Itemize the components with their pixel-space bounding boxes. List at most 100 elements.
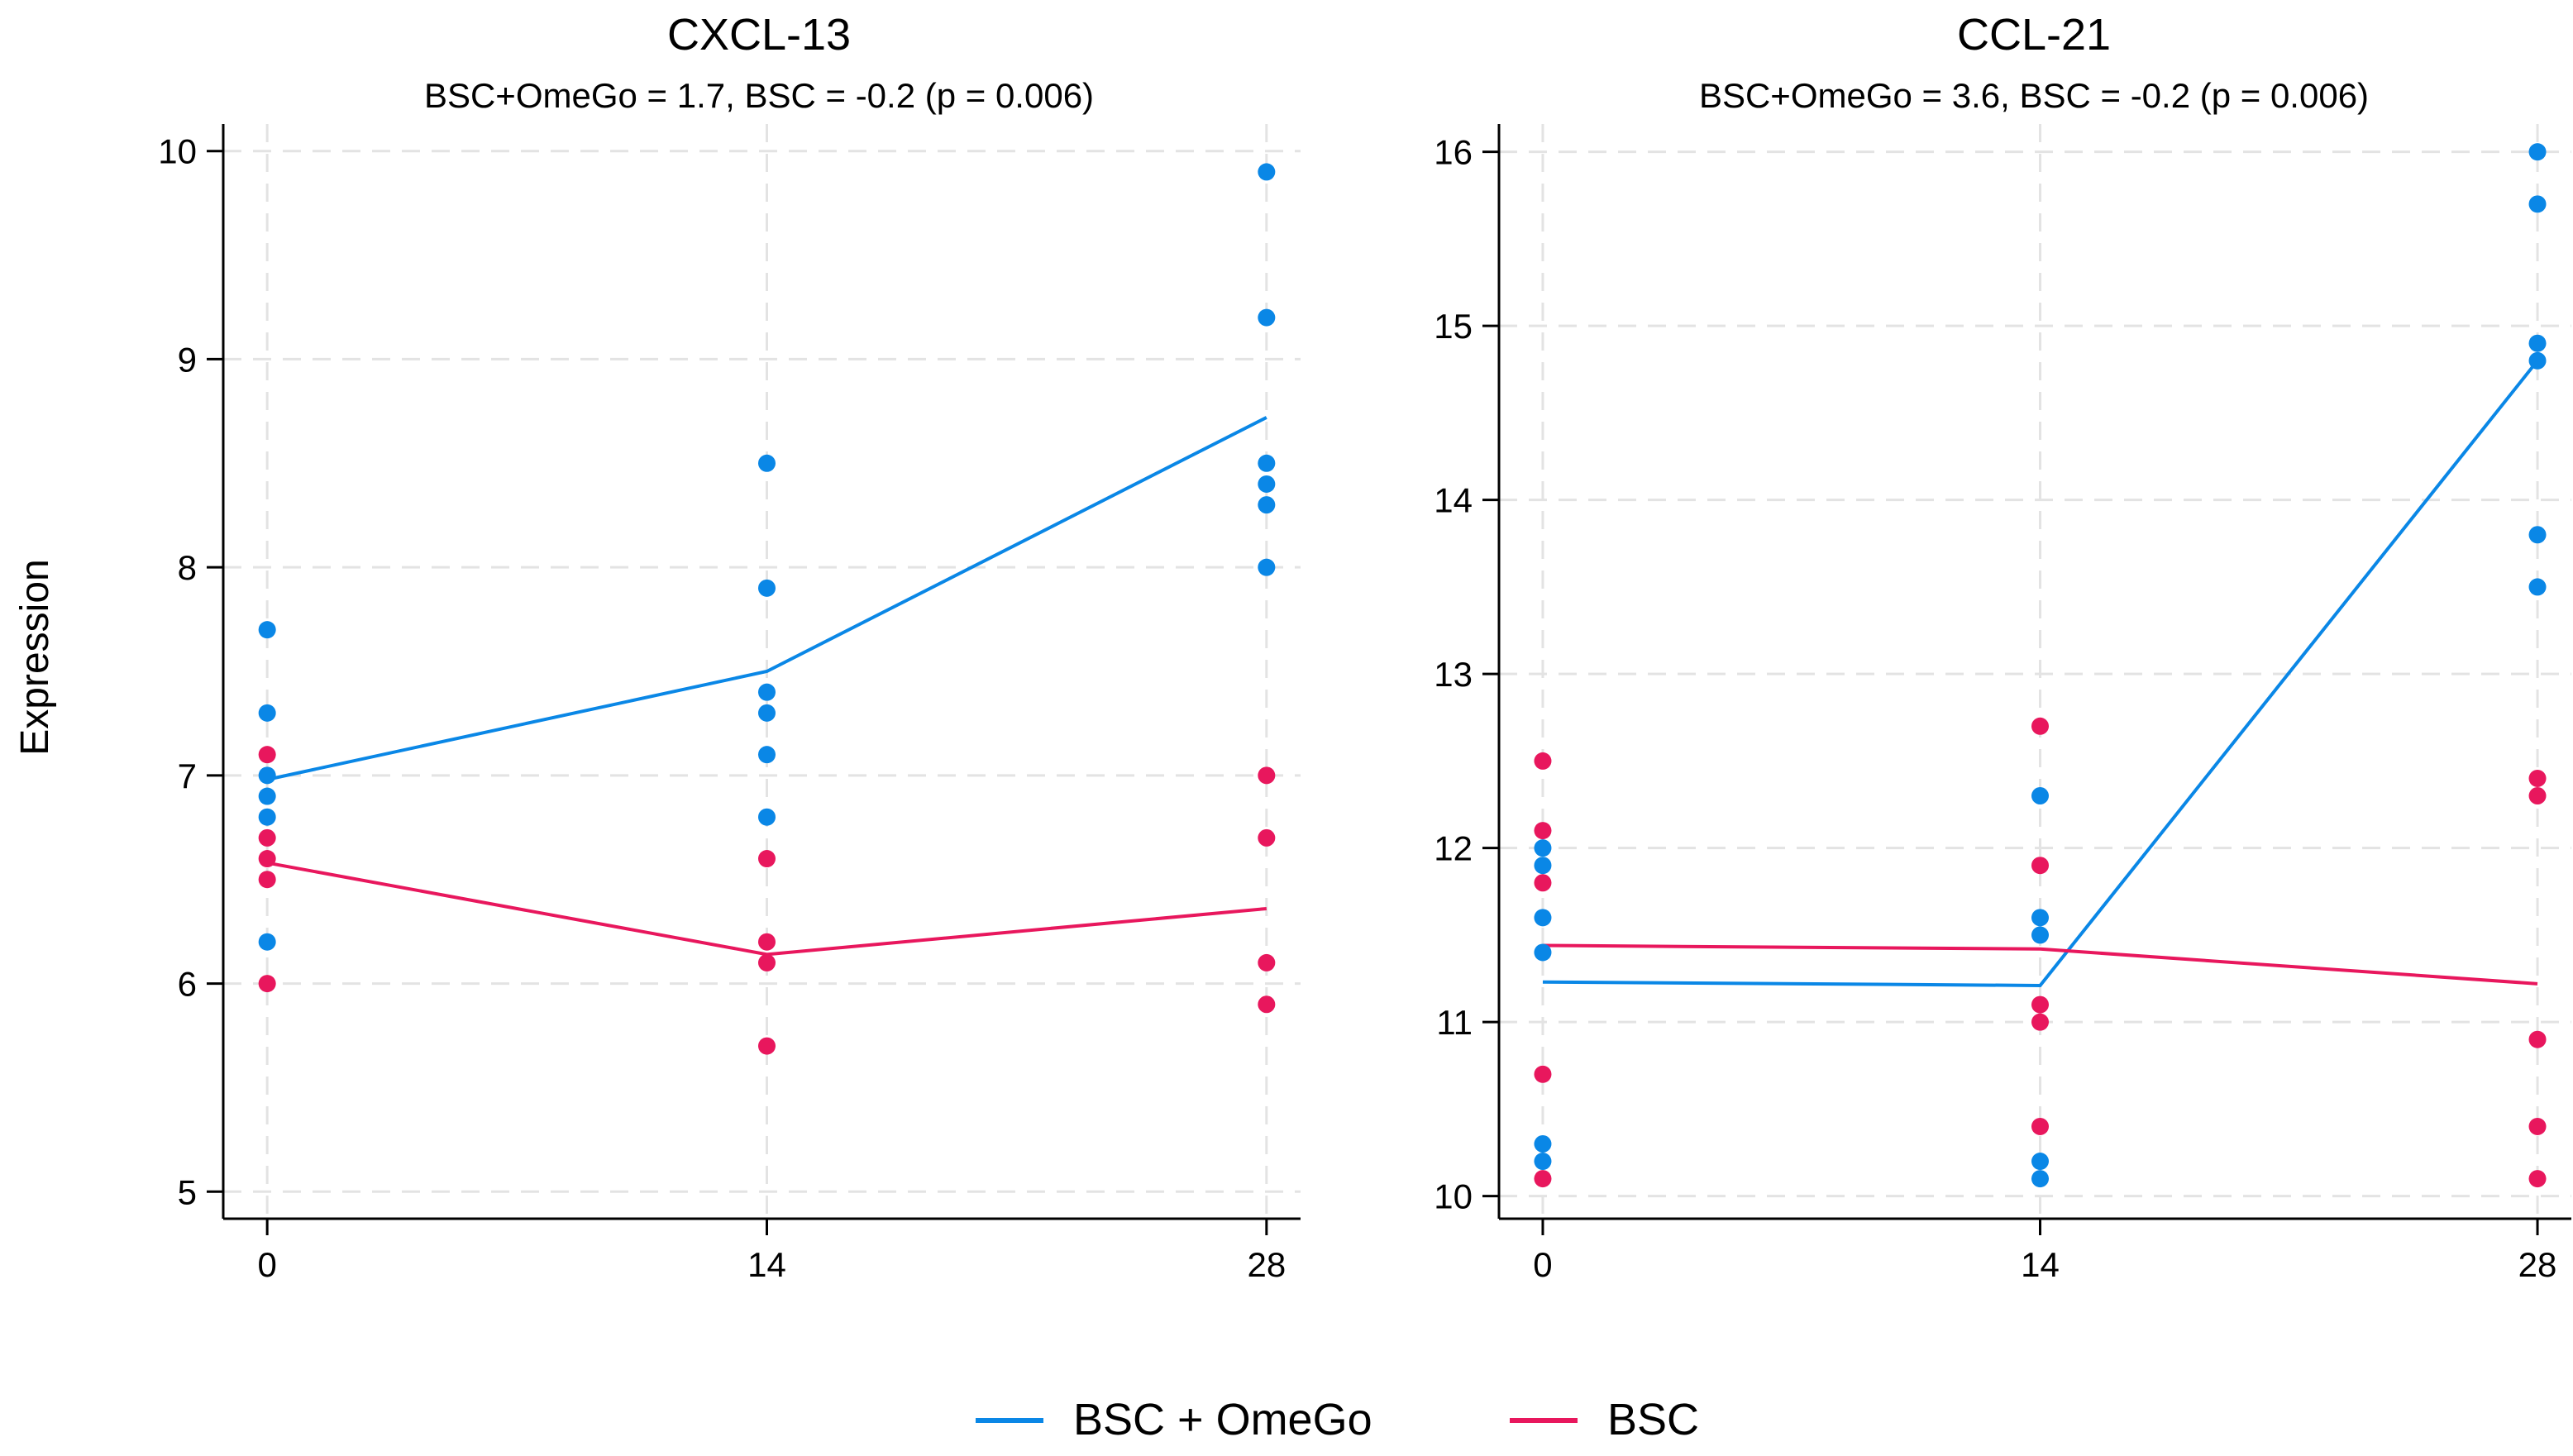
y-tick-label: 12	[1434, 829, 1473, 868]
data-point-bsc	[1258, 828, 1276, 847]
data-point-bsc	[1534, 1065, 1552, 1083]
series-line-omego	[1542, 360, 2539, 987]
data-point-bsc	[258, 871, 276, 889]
data-point-omego	[258, 808, 276, 826]
data-point-bsc	[1258, 953, 1276, 971]
data-point-bsc	[1534, 752, 1552, 770]
data-point-omego	[758, 746, 776, 764]
data-point-omego	[1534, 943, 1552, 962]
y-tick-label: 5	[178, 1172, 197, 1211]
panel-title: CXCL-13	[667, 10, 851, 60]
legend-label-omego: BSC + OmeGo	[1073, 1395, 1372, 1444]
data-point-bsc	[758, 850, 776, 868]
data-point-bsc	[2528, 1117, 2547, 1135]
data-point-omego	[1258, 475, 1276, 493]
grid-layer	[1499, 124, 2571, 1219]
data-point-omego	[258, 704, 276, 722]
data-point-bsc	[758, 933, 776, 951]
data-point-bsc	[258, 746, 276, 764]
data-point-omego	[758, 454, 776, 472]
data-point-bsc	[2031, 1013, 2049, 1031]
series-points	[1534, 143, 2547, 1188]
data-point-bsc	[2528, 787, 2547, 805]
y-tick-label: 7	[178, 757, 197, 795]
y-tick-label: 9	[178, 340, 197, 379]
y-tick-label: 10	[158, 132, 197, 171]
data-point-omego	[758, 808, 776, 826]
data-point-bsc	[1258, 995, 1276, 1014]
tick-layer: 5 6 7 8 9 10 0 14 28	[158, 132, 1286, 1284]
legend-label-bsc: BSC	[1607, 1395, 1699, 1444]
data-point-bsc	[2528, 769, 2547, 787]
x-tick-label: 28	[2518, 1245, 2557, 1284]
data-point-bsc	[258, 850, 276, 868]
data-point-bsc	[1534, 1170, 1552, 1188]
x-tick-label: 28	[1247, 1245, 1286, 1284]
y-tick-label: 10	[1434, 1177, 1473, 1216]
y-tick-label: 15	[1434, 307, 1473, 346]
data-point-omego	[2528, 143, 2547, 161]
data-point-omego	[1258, 308, 1276, 327]
series-points	[258, 163, 1276, 1055]
data-point-bsc	[258, 828, 276, 847]
data-point-omego	[1534, 839, 1552, 857]
panel-ccl21: CCL-21 BSC+OmeGo = 3.6, BSC = -0.2 (p = …	[1434, 10, 2571, 1284]
series-lines	[1542, 360, 2539, 987]
data-point-omego	[2528, 334, 2547, 352]
panel-subtitle: BSC+OmeGo = 3.6, BSC = -0.2 (p = 0.006)	[1699, 76, 2369, 115]
y-tick-label: 8	[178, 548, 197, 587]
data-point-bsc	[2528, 1170, 2547, 1188]
data-point-omego	[2528, 526, 2547, 544]
data-point-bsc	[2031, 1117, 2049, 1135]
x-tick-label: 14	[2021, 1245, 2060, 1284]
data-point-bsc	[258, 975, 276, 993]
y-tick-label: 6	[178, 965, 197, 1004]
x-tick-label: 0	[1533, 1245, 1552, 1284]
data-point-omego	[2528, 195, 2547, 213]
data-point-omego	[1534, 1153, 1552, 1171]
y-axis-label: Expression	[13, 559, 57, 755]
data-point-omego	[258, 787, 276, 805]
panel-cxcl13: CXCL-13 BSC+OmeGo = 1.7, BSC = -0.2 (p =…	[158, 10, 1301, 1284]
data-point-omego	[1258, 163, 1276, 181]
y-tick-label: 11	[1436, 1003, 1473, 1042]
data-point-omego	[758, 683, 776, 701]
data-point-bsc	[2031, 857, 2049, 875]
y-tick-label: 14	[1434, 481, 1473, 520]
tick-layer: 10 11 12 13 14 15 16 0 14 28	[1434, 133, 2556, 1284]
y-tick-label: 16	[1434, 133, 1473, 172]
data-point-omego	[258, 621, 276, 639]
series-line-bsc	[1542, 943, 2538, 986]
data-point-bsc	[1258, 766, 1276, 785]
data-point-omego	[2031, 1170, 2049, 1188]
data-point-omego	[1258, 454, 1276, 472]
data-point-omego	[2031, 909, 2049, 927]
data-point-omego	[2031, 926, 2049, 944]
data-point-omego	[2031, 1153, 2049, 1171]
data-point-bsc	[1534, 822, 1552, 840]
data-point-bsc	[2031, 717, 2049, 735]
data-point-omego	[2528, 351, 2547, 370]
data-point-omego	[258, 933, 276, 951]
data-point-omego	[758, 579, 776, 597]
data-point-omego	[1534, 857, 1552, 875]
x-tick-label: 0	[257, 1245, 276, 1284]
panel-subtitle: BSC+OmeGo = 1.7, BSC = -0.2 (p = 0.006)	[424, 76, 1094, 115]
data-point-bsc	[758, 1037, 776, 1055]
data-point-omego	[2031, 787, 2049, 805]
axes-layer	[1497, 124, 2571, 1220]
data-point-bsc	[758, 953, 776, 971]
panel-title: CCL-21	[1957, 10, 2111, 60]
data-point-bsc	[1534, 874, 1552, 892]
legend: BSC + OmeGo BSC	[976, 1395, 1699, 1444]
data-point-omego	[1258, 496, 1276, 514]
x-tick-label: 14	[747, 1245, 786, 1284]
data-point-omego	[1534, 1134, 1552, 1153]
data-point-omego	[1534, 909, 1552, 927]
series-line-omego	[266, 416, 1267, 781]
data-point-omego	[1258, 558, 1276, 576]
data-point-bsc	[2528, 1030, 2547, 1048]
axes-layer	[222, 124, 1301, 1220]
